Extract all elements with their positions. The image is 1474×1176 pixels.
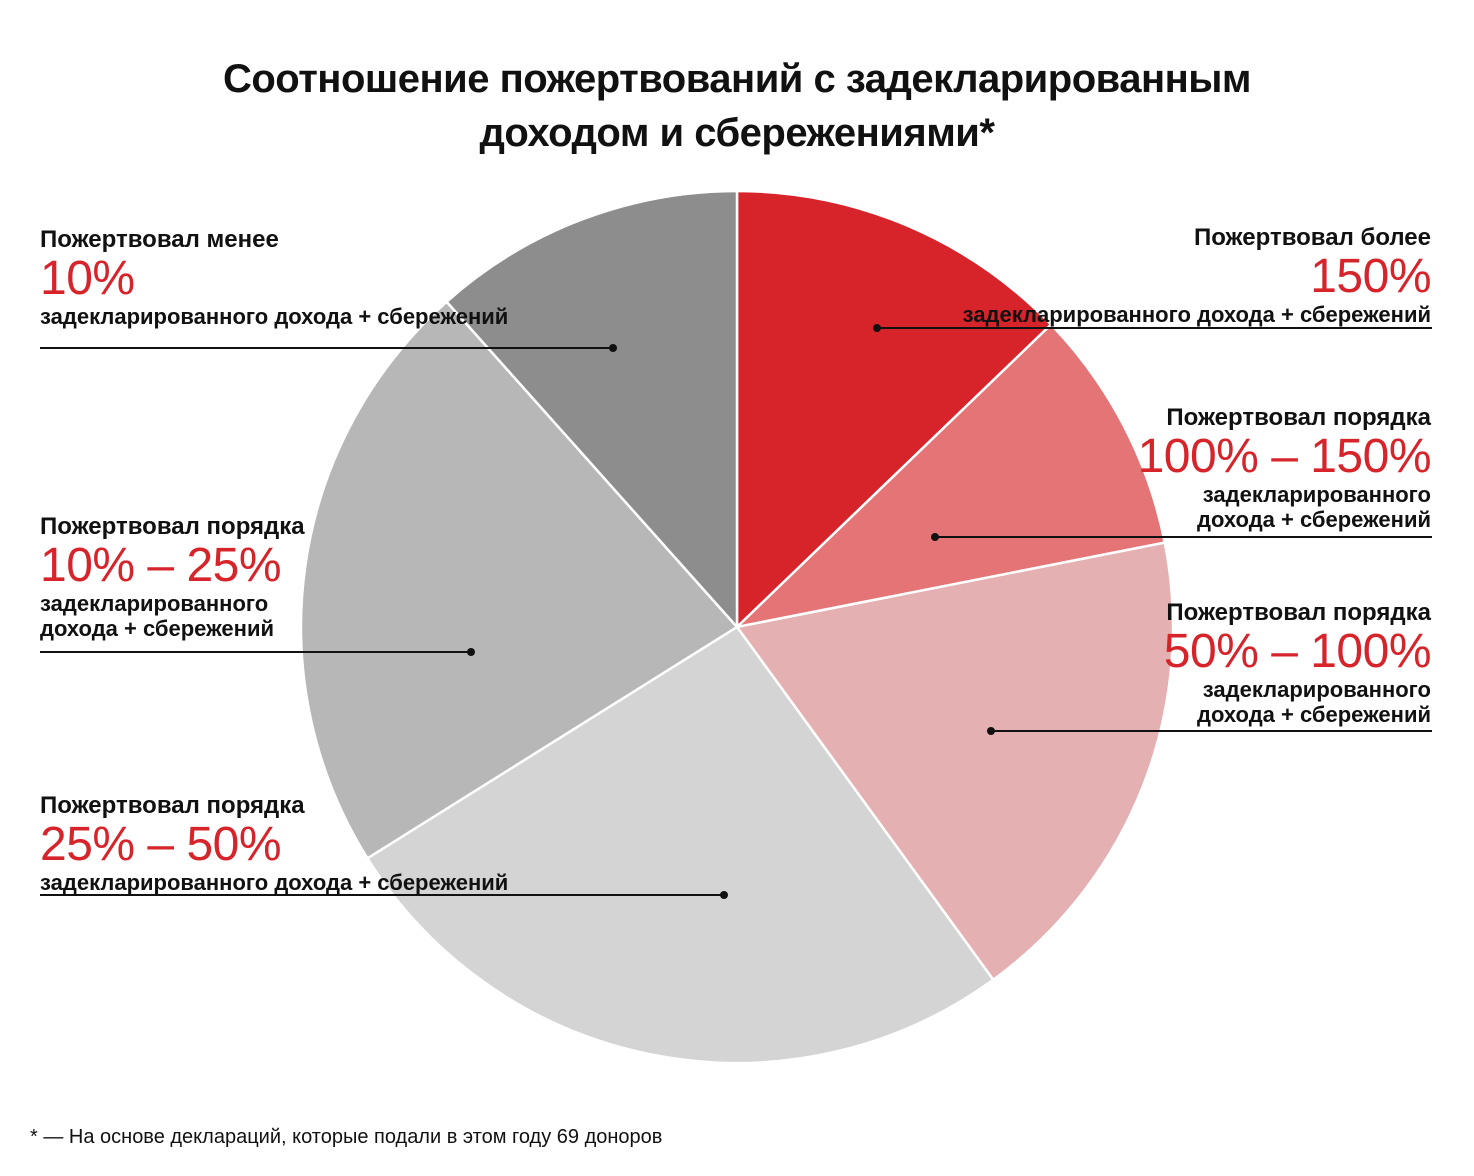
slice-more-150 [735,189,1053,629]
leader-dot-50-100 [987,727,995,735]
label-100-150-prefix: Пожертвовал порядка [1166,404,1431,431]
label-less-10-prefix: Пожертвовал менее [40,226,279,253]
slice-50-100 [735,541,1175,981]
label-10-25: Пожертвовал порядка 10% – 25% задекларир… [40,513,305,641]
leader-dot-25-50 [720,891,728,899]
label-50-100: Пожертвовал порядка 50% – 100% задеклари… [1163,599,1432,727]
chart-title-line-1: Соотношение пожертвований с задеклариров… [222,57,1252,101]
label-50-100-suffix-line-1: задекларированного [1202,677,1431,702]
label-25-50: Пожертвовал порядка 25% – 50% задекларир… [40,792,508,895]
label-25-50-percent: 25% – 50% [40,818,282,871]
label-10-25-prefix: Пожертвовал порядка [40,513,305,540]
label-less-10: Пожертвовал менее 10% задекларированного… [40,226,508,329]
label-less-10-percent: 10% [40,252,135,305]
chart-title: Соотношение пожертвований с задеклариров… [0,52,1474,160]
label-more-150-suffix: задекларированного дохода + сбережений [962,302,1431,327]
label-100-150-percent: 100% – 150% [1137,430,1432,483]
chart-title-line-2: доходом и сбережениями* [479,111,995,155]
label-10-25-suffix-line-2: дохода + сбережений [40,616,274,641]
slice-less-10 [445,189,739,629]
label-100-150-suffix-line-1: задекларированного [1202,482,1431,507]
label-25-50-prefix: Пожертвовал порядка [40,792,305,819]
leader-dot-more-150 [873,324,881,332]
slice-10-25 [299,300,739,860]
label-more-150-prefix: Пожертвовал более [1193,224,1431,251]
leader-dot-less-10 [609,344,617,352]
label-more-150: Пожертвовал более 150% задекларированног… [962,224,1432,327]
label-50-100-prefix: Пожертвовал порядка [1166,599,1431,626]
label-100-150-suffix-line-2: дохода + сбережений [1197,507,1431,532]
label-25-50-suffix: задекларированного дохода + сбережений [40,870,509,895]
label-50-100-percent: 50% – 100% [1163,625,1432,678]
label-more-150-percent: 150% [1310,250,1431,303]
slice-25-50 [366,625,995,1065]
label-less-10-suffix: задекларированного дохода + сбережений [40,304,509,329]
label-50-100-suffix-line-2: дохода + сбережений [1197,702,1431,727]
label-10-25-percent: 10% – 25% [40,539,282,592]
leader-dot-10-25 [467,648,475,656]
leader-dot-100-150 [931,533,939,541]
label-10-25-suffix-line-1: задекларированного [40,591,269,616]
label-100-150: Пожертвовал порядка 100% – 150% задеклар… [1137,404,1432,532]
slice-100-150 [735,323,1167,629]
footnote: * — На основе деклараций, которые подали… [30,1126,663,1148]
